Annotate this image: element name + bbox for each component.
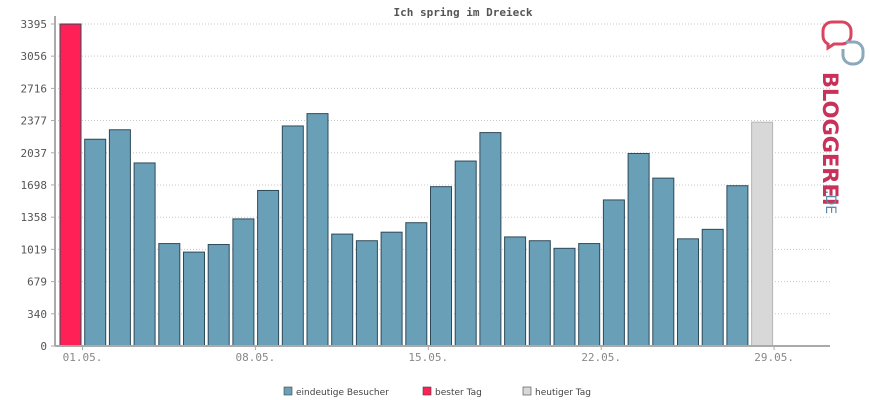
legend-swatch-today bbox=[522, 386, 532, 396]
bar bbox=[627, 152, 650, 347]
bar bbox=[355, 240, 378, 347]
y-tick-label: 2037 bbox=[21, 147, 48, 160]
bloggerei-logo: BLOGGEREI .DE bbox=[818, 20, 865, 214]
chart-title: Ich spring im Dreieck bbox=[393, 6, 532, 19]
x-tick-label: 29.05. bbox=[754, 351, 794, 364]
x-tick-label: 15.05. bbox=[408, 351, 448, 364]
bar bbox=[133, 162, 156, 347]
bar bbox=[677, 238, 699, 347]
x-axis-ticks: 01.05. 08.05. 15.05. 22.05. 29.05. bbox=[63, 346, 794, 364]
legend-label-best-day: bester Tag bbox=[435, 388, 482, 398]
legend-swatch-unique-visitors bbox=[283, 386, 293, 396]
y-tick-label: 679 bbox=[27, 276, 47, 289]
y-tick-label: 3056 bbox=[21, 50, 48, 63]
y-tick-label: 1358 bbox=[21, 211, 48, 224]
bar bbox=[257, 189, 280, 347]
bar bbox=[578, 243, 601, 347]
bar bbox=[84, 138, 107, 347]
bloggerei-logo-icon bbox=[821, 20, 865, 66]
legend-swatch-best-day bbox=[422, 386, 432, 396]
bar bbox=[454, 160, 477, 347]
bars bbox=[59, 23, 774, 347]
y-tick-label: 3395 bbox=[21, 18, 48, 31]
bar bbox=[405, 222, 428, 347]
bar bbox=[232, 218, 255, 347]
bar bbox=[652, 177, 675, 347]
bar bbox=[306, 113, 329, 347]
bar-today bbox=[751, 121, 774, 347]
bar bbox=[602, 199, 625, 347]
bar bbox=[726, 185, 749, 347]
bar bbox=[331, 233, 354, 347]
legend: eindeutige Besucher bester Tag heutiger … bbox=[283, 386, 591, 398]
bar-best-day bbox=[59, 23, 82, 347]
y-axis-ticks: 0 340 679 1019 1358 1698 2037 2377 2716 3056 3395 bbox=[21, 18, 55, 353]
bar bbox=[504, 236, 527, 347]
logo-text: BLOGGEREI bbox=[818, 72, 842, 206]
y-tick-label: 0 bbox=[40, 340, 47, 353]
y-tick-label: 2377 bbox=[21, 115, 48, 128]
y-tick-label: 340 bbox=[27, 308, 47, 321]
logo-suffix: .DE bbox=[822, 190, 838, 214]
bar bbox=[108, 129, 131, 347]
y-tick-label: 1019 bbox=[21, 243, 48, 256]
bar bbox=[553, 247, 576, 347]
bar bbox=[528, 240, 551, 347]
bar bbox=[183, 251, 205, 347]
bar bbox=[430, 186, 452, 347]
x-tick-label: 22.05. bbox=[581, 351, 621, 364]
legend-label-unique-visitors: eindeutige Besucher bbox=[296, 388, 389, 398]
bar bbox=[207, 244, 230, 347]
x-tick-label: 08.05. bbox=[236, 351, 276, 364]
y-tick-label: 1698 bbox=[21, 179, 48, 192]
legend-label-today: heutiger Tag bbox=[535, 388, 591, 398]
bar bbox=[479, 132, 502, 347]
bar bbox=[281, 125, 304, 347]
axes bbox=[54, 16, 830, 347]
x-tick-label: 01.05. bbox=[63, 351, 103, 364]
bar bbox=[380, 231, 403, 347]
bar bbox=[158, 243, 181, 347]
bar bbox=[701, 228, 724, 347]
y-tick-label: 2716 bbox=[21, 82, 48, 95]
